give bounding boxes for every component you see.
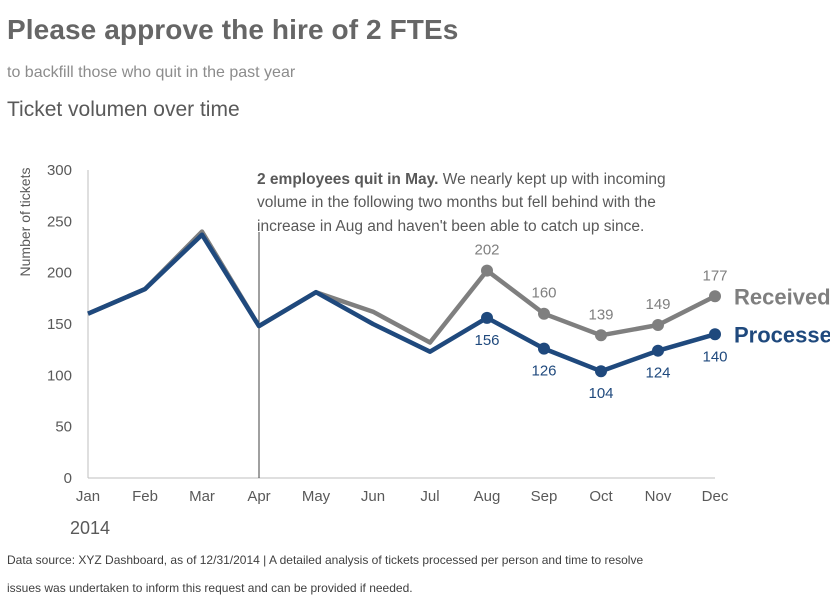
x-tick-label: Jul <box>420 488 439 505</box>
received-data-label: 139 <box>588 306 613 323</box>
y-axis-title: Number of tickets <box>17 168 33 277</box>
axes: Number of tickets <box>17 168 715 479</box>
processed-point <box>538 342 550 355</box>
received-point <box>481 264 493 277</box>
y-tick-label: 50 <box>55 419 72 436</box>
annotation-line-2: volume in the following two months but f… <box>257 194 656 211</box>
y-tick-label: 150 <box>47 316 72 333</box>
page-subtitle: to backfill those who quit in the past y… <box>7 64 296 81</box>
received-point <box>652 319 664 332</box>
received-point <box>595 329 607 342</box>
x-tick-label: Aug <box>474 488 501 505</box>
footnote-line-1: Data source: XYZ Dashboard, as of 12/31/… <box>7 553 644 567</box>
processed-point <box>595 365 607 378</box>
x-tick-label: Oct <box>589 488 613 505</box>
x-tick-label: Nov <box>645 488 672 505</box>
series-lines <box>87 229 717 374</box>
processed-data-label: 104 <box>588 385 613 402</box>
annotation: 2 employees quit in May. We nearly kept … <box>257 171 666 235</box>
x-tick-label: May <box>302 488 331 505</box>
y-tick-label: 100 <box>47 367 72 384</box>
data-labels: 202 160 139 149 177 Received 156 126 104 124 140 Pr… <box>474 242 830 403</box>
y-axis-ticks: 0 50 100 150 200 250 300 <box>47 162 72 487</box>
annotation-bold: 2 employees quit in May. <box>257 171 438 188</box>
y-tick-label: 0 <box>64 470 72 487</box>
received-data-label: 177 <box>702 267 727 284</box>
processed-data-label: 156 <box>474 332 499 349</box>
y-tick-label: 200 <box>47 265 72 282</box>
x-axis-ticks: Jan Feb Mar Apr May Jun Jul Aug Sep Oct Nov Dec 2014 <box>70 488 729 538</box>
x-tick-label: Jan <box>76 488 100 505</box>
processed-point <box>652 344 664 357</box>
y-tick-label: 250 <box>47 213 72 230</box>
chart-title: Ticket volumen over time <box>7 98 240 121</box>
processed-data-label: 140 <box>702 348 727 365</box>
annotation-line-1: 2 employees quit in May. We nearly kept … <box>257 171 666 188</box>
processed-data-label: 126 <box>531 363 556 380</box>
x-tick-label: Jun <box>361 488 385 505</box>
x-tick-label: Feb <box>132 488 158 505</box>
received-data-label: 202 <box>474 242 499 259</box>
x-tick-label: Dec <box>702 488 729 505</box>
year-label: 2014 <box>70 518 110 538</box>
x-tick-label: Apr <box>247 488 270 505</box>
processed-series-name: Processed <box>734 322 830 347</box>
received-data-label: 160 <box>531 285 556 302</box>
received-series-line <box>87 229 717 345</box>
received-point <box>538 307 550 320</box>
x-tick-label: Mar <box>189 488 215 505</box>
footnote-line-2: issues was undertaken to inform this req… <box>7 581 413 595</box>
received-point <box>709 290 721 303</box>
y-tick-label: 300 <box>47 162 72 179</box>
processed-point <box>481 311 493 324</box>
processed-point <box>709 328 721 341</box>
x-tick-label: Sep <box>531 488 558 505</box>
data-points <box>481 264 721 378</box>
received-data-label: 149 <box>645 296 670 313</box>
annotation-line-3: increase in Aug and haven't been able to… <box>257 218 644 235</box>
page-title: Please approve the hire of 2 FTEs <box>7 14 459 45</box>
processed-data-label: 124 <box>645 365 670 382</box>
processed-series-line <box>87 232 716 374</box>
received-series-name: Received <box>734 284 830 309</box>
annotation-rest: We nearly kept up with incoming <box>438 171 665 188</box>
